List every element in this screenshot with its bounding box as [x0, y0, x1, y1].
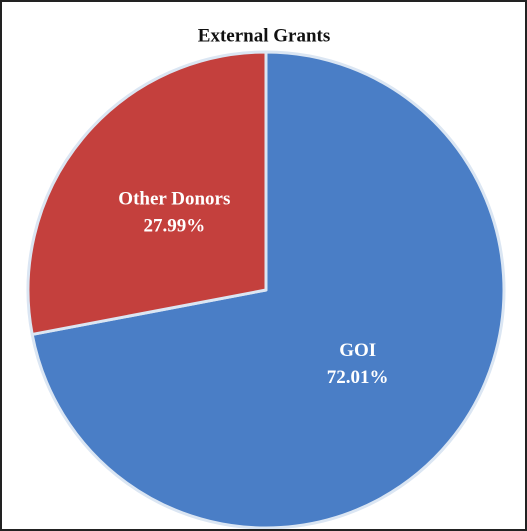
pie-slice [26, 50, 268, 336]
pie-slice [30, 50, 506, 529]
slice-value-label: 72.01% [327, 367, 389, 388]
slice-value-label: 27.99% [143, 215, 205, 236]
slice-label: GOI [339, 340, 376, 361]
slice-label: Other Donors [118, 188, 230, 209]
chart-title: External Grants [198, 25, 330, 46]
pie [26, 50, 506, 529]
